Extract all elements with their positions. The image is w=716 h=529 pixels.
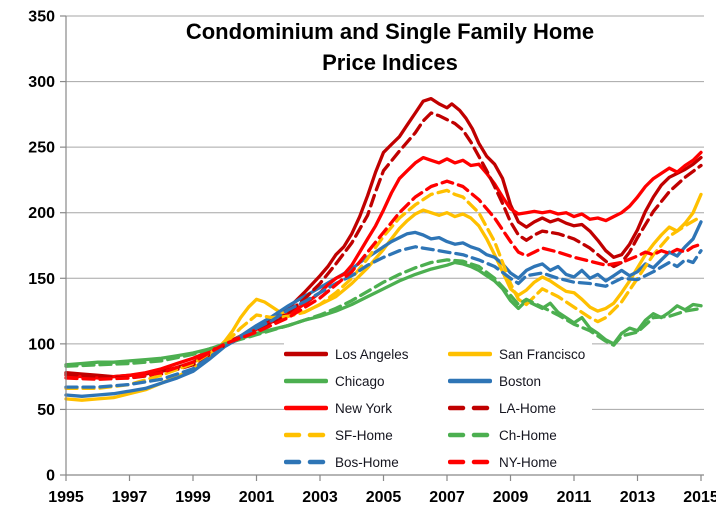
- legend: Los Angeles San Francisco Chicago Boston New…: [284, 342, 592, 474]
- x-tick-label-2011: 2011: [557, 489, 592, 506]
- x-tick-label-2015: 2015: [683, 489, 716, 506]
- x-tick-label-2003: 2003: [302, 489, 338, 506]
- legend-swatch-ch-home: [448, 432, 492, 438]
- legend-swatch-sf-home: [284, 432, 328, 438]
- x-tick-label-2013: 2013: [620, 489, 656, 506]
- x-tick-label-2007: 2007: [429, 489, 465, 506]
- chart-title-line1: Condominium and Single Family Home: [185, 19, 595, 44]
- legend-item-sf-home: SF-Home: [284, 423, 448, 447]
- legend-swatch-new-york: [284, 405, 328, 411]
- legend-label-sf-home: SF-Home: [335, 427, 393, 443]
- legend-label-bos-home: Bos-Home: [335, 454, 399, 470]
- legend-swatch-bos-home: [284, 459, 328, 465]
- legend-item-san-francisco: San Francisco: [448, 342, 592, 366]
- legend-swatch-la-home: [448, 405, 492, 411]
- x-tick-label-2001: 2001: [239, 489, 275, 506]
- series-line-ny-home: [64, 179, 703, 381]
- legend-item-ny-home: NY-Home: [448, 450, 592, 474]
- legend-label-chicago: Chicago: [335, 373, 385, 389]
- series-line-los-angeles: [64, 96, 703, 379]
- legend-item-la-home: LA-Home: [448, 396, 592, 420]
- y-tick-label-150: 150: [28, 271, 55, 288]
- x-tick-label-2005: 2005: [366, 489, 402, 506]
- y-tick-label-100: 100: [28, 336, 55, 353]
- legend-label-new-york: New York: [335, 400, 393, 416]
- legend-swatch-boston: [448, 378, 492, 384]
- y-tick-label-50: 50: [37, 402, 55, 419]
- x-tick-label-1999: 1999: [175, 489, 211, 506]
- legend-label-ny-home: NY-Home: [499, 454, 558, 470]
- series-line-sf-home: [64, 188, 703, 391]
- chart-title-line2: Price Indices: [322, 50, 458, 75]
- chart-title: Condominium and Single Family Home Price…: [70, 16, 710, 78]
- legend-label-san-francisco: San Francisco: [499, 346, 586, 362]
- x-tick-label-1995: 1995: [48, 489, 84, 506]
- legend-item-ch-home: Ch-Home: [448, 423, 592, 447]
- legend-label-ch-home: Ch-Home: [499, 427, 557, 443]
- x-tick-label-1997: 1997: [112, 489, 148, 506]
- legend-swatch-ny-home: [448, 459, 492, 465]
- legend-item-boston: Boston: [448, 369, 592, 393]
- y-tick-label-0: 0: [46, 468, 55, 485]
- y-tick-label-300: 300: [28, 74, 55, 91]
- y-tick-label-350: 350: [28, 9, 55, 26]
- legend-item-chicago: Chicago: [284, 369, 448, 393]
- legend-label-los-angeles: Los Angeles: [335, 346, 409, 362]
- y-tick-label-250: 250: [28, 140, 55, 157]
- legend-item-los-angeles: Los Angeles: [284, 342, 448, 366]
- legend-label-boston: Boston: [499, 373, 542, 389]
- legend-swatch-chicago: [284, 378, 328, 384]
- legend-item-bos-home: Bos-Home: [284, 450, 448, 474]
- legend-item-new-york: New York: [284, 396, 448, 420]
- series-line-ch-home: [64, 258, 703, 368]
- x-tick-label-2009: 2009: [493, 489, 529, 506]
- legend-swatch-los-angeles: [284, 351, 328, 357]
- legend-swatch-san-francisco: [448, 351, 492, 357]
- y-tick-label-200: 200: [28, 205, 55, 222]
- series-line-san-francisco: [64, 192, 703, 402]
- series-line-bos-home: [64, 245, 703, 389]
- legend-label-la-home: LA-Home: [499, 400, 557, 416]
